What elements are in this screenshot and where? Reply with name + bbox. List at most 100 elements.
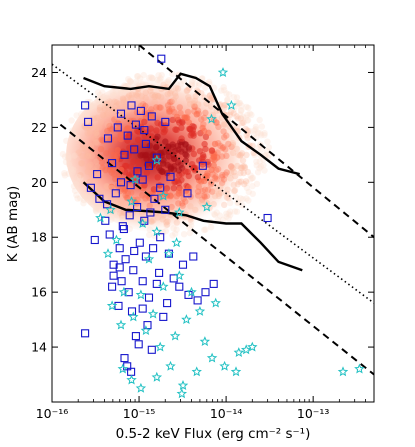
density-dot [109, 88, 117, 96]
density-dot [78, 160, 85, 167]
density-dot [68, 165, 75, 172]
density-dot [81, 102, 89, 109]
density-dot [96, 104, 104, 111]
density-dot [116, 209, 124, 216]
density-dot [246, 127, 253, 135]
density-dot [75, 179, 82, 186]
x-tick-label: 10⁻¹⁴ [210, 406, 243, 421]
density-dot [188, 218, 195, 225]
density-dot [258, 146, 265, 153]
square-point [146, 208, 155, 217]
density-dot [238, 102, 245, 109]
star-point [151, 226, 163, 237]
density-dot [237, 107, 245, 114]
density-dot [184, 108, 192, 116]
star-point [181, 314, 192, 325]
density-dot [128, 95, 135, 102]
density-dot [222, 171, 229, 178]
square-point [134, 340, 143, 349]
density-dot [84, 168, 92, 175]
star-point [151, 371, 163, 382]
star-point [165, 360, 176, 371]
density-dot [230, 181, 237, 189]
square-point [127, 307, 137, 316]
density-dot [235, 100, 243, 107]
density-dot [221, 104, 228, 112]
density-dot [104, 110, 111, 117]
density-dot [237, 169, 244, 177]
star-point [111, 234, 122, 245]
square-point [103, 200, 112, 209]
density-dot [168, 105, 176, 112]
density-dot [157, 75, 164, 82]
density-dot [108, 147, 115, 155]
square-point [95, 194, 104, 203]
density-dot [70, 166, 77, 173]
density-dot [173, 126, 180, 133]
density-dot [191, 97, 199, 105]
density-dot [142, 195, 149, 202]
star-point [137, 218, 148, 228]
density-dot [224, 97, 231, 104]
density-dot [154, 92, 162, 100]
density-dot [231, 187, 239, 194]
density-dot [146, 202, 153, 209]
star-point [135, 289, 147, 300]
density-dot [99, 164, 106, 171]
density-dot [99, 111, 107, 119]
density-dot [169, 70, 176, 78]
density-dot [117, 199, 125, 206]
density-dot [254, 129, 262, 136]
density-dot [258, 123, 266, 130]
density-dot [201, 186, 209, 193]
square-point [121, 255, 130, 264]
density-dot [239, 195, 246, 203]
star-point [337, 366, 349, 377]
density-dot [148, 133, 155, 140]
density-dot [173, 113, 181, 121]
density-dot [208, 188, 216, 195]
square-point [144, 293, 154, 302]
density-dot [151, 93, 158, 100]
density-dot [73, 112, 80, 119]
density-dot [261, 130, 268, 137]
density-dot [113, 102, 120, 109]
density-dot [218, 173, 226, 181]
density-dot [138, 93, 145, 100]
density-dot [87, 193, 95, 200]
density-dot [172, 230, 179, 237]
density-dot [161, 80, 169, 87]
density-dot [141, 182, 148, 189]
density-dot [213, 176, 220, 183]
density-dot [209, 111, 217, 119]
star-point [230, 366, 242, 377]
density-dot [198, 116, 205, 123]
square-point [138, 277, 147, 286]
square-point [149, 244, 158, 253]
density-dot [192, 103, 199, 110]
density-dot [238, 178, 245, 185]
density-dot [86, 178, 93, 186]
density-dot [244, 117, 252, 124]
star-point [102, 248, 114, 259]
density-dot [173, 226, 180, 233]
density-dot [157, 104, 164, 111]
density-dot [87, 161, 94, 168]
density-dot [118, 214, 126, 221]
density-dot [175, 187, 183, 194]
density-dot [249, 182, 256, 190]
density-dot [80, 191, 87, 199]
density-dot [94, 173, 102, 180]
density-dot [183, 152, 190, 159]
y-tick-label: 24 [31, 65, 47, 80]
density-dot [247, 176, 254, 183]
density-dot [91, 135, 98, 142]
density-dot [78, 110, 85, 118]
star-point [177, 379, 189, 390]
density-dot [223, 132, 230, 139]
star-point [169, 330, 181, 341]
density-dot [130, 143, 137, 150]
density-dot [199, 161, 206, 168]
density-dot [233, 208, 241, 215]
density-dot [165, 148, 172, 155]
